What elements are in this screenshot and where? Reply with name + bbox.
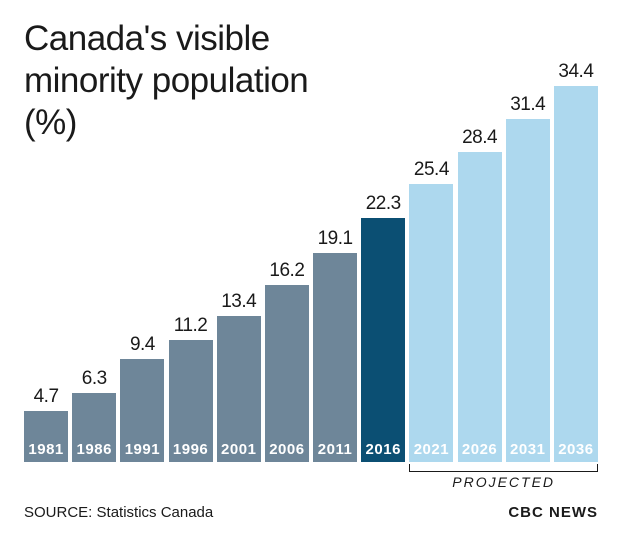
- bar: [458, 152, 502, 462]
- year-label: 1991: [120, 441, 164, 458]
- bar: [313, 253, 357, 462]
- title-line: (%): [24, 102, 308, 144]
- year-label: 1981: [24, 441, 68, 458]
- chart-stage: Canada's visibleminority population(%) 4…: [0, 0, 620, 537]
- year-label: 2001: [217, 441, 261, 458]
- value-label: 16.2: [265, 260, 309, 282]
- bar: [265, 285, 309, 462]
- value-label: 31.4: [506, 94, 550, 116]
- year-label: 2016: [361, 441, 405, 458]
- value-label: 9.4: [120, 334, 164, 356]
- year-label: 2031: [506, 441, 550, 458]
- year-label: 2026: [458, 441, 502, 458]
- projected-bracket: [409, 464, 598, 472]
- bar: [409, 184, 453, 462]
- value-label: 34.4: [554, 61, 598, 83]
- year-label: 1996: [169, 441, 213, 458]
- bar: [506, 119, 550, 462]
- source-text: Statistics Canada: [97, 504, 214, 521]
- bar: [554, 86, 598, 462]
- title-line: Canada's visible: [24, 18, 308, 60]
- value-label: 13.4: [217, 291, 261, 313]
- year-label: 2006: [265, 441, 309, 458]
- year-label: 2036: [554, 441, 598, 458]
- value-label: 6.3: [72, 368, 116, 390]
- value-label: 11.2: [169, 315, 213, 337]
- bar: [361, 218, 405, 462]
- value-label: 4.7: [24, 386, 68, 408]
- source-line: SOURCE: Statistics Canada: [24, 504, 213, 521]
- source-prefix: SOURCE:: [24, 504, 97, 521]
- brand-label: CBC NEWS: [508, 504, 598, 521]
- value-label: 22.3: [361, 193, 405, 215]
- year-label: 2021: [409, 441, 453, 458]
- value-label: 28.4: [458, 127, 502, 149]
- value-label: 25.4: [409, 159, 453, 181]
- year-label: 1986: [72, 441, 116, 458]
- year-label: 2011: [313, 441, 357, 458]
- title-line: minority population: [24, 60, 308, 102]
- chart-title: Canada's visibleminority population(%): [24, 18, 308, 144]
- value-label: 19.1: [313, 228, 357, 250]
- projected-label: PROJECTED: [409, 474, 598, 490]
